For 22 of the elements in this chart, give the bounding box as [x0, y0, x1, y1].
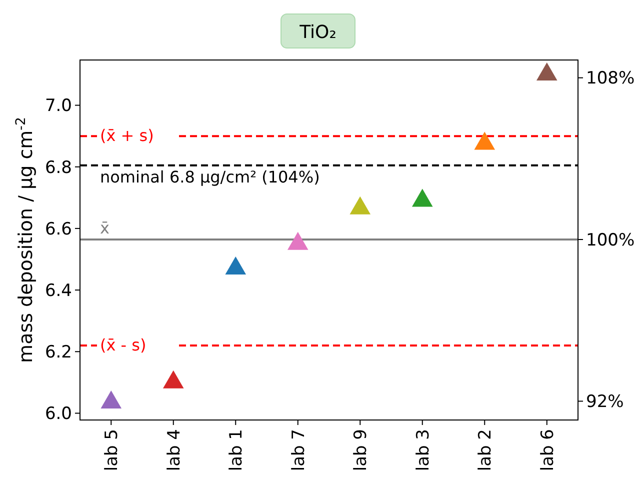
y2-tick-label: 108% [586, 68, 635, 89]
x-tick-label: lab 5 [102, 429, 122, 472]
x-tick-label: lab 2 [476, 429, 496, 472]
x-tick-label: lab 1 [226, 429, 247, 472]
x-tick-label: lab 7 [288, 429, 309, 472]
x-tick-label: lab 3 [413, 429, 434, 472]
y-tick-label: 6.8 [44, 158, 72, 178]
ref-line-label: (x̄ + s) [100, 126, 154, 146]
ref-line-label: nominal 6.8 µg/cm² (104%) [100, 167, 320, 186]
y-tick-label: 6.2 [44, 342, 72, 363]
x-tick-label: lab 4 [164, 429, 184, 472]
y-tick-label: 6.4 [44, 280, 72, 301]
y2-tick-label: 92% [586, 392, 624, 412]
y-tick-label: 7.0 [44, 96, 72, 116]
x-tick-label: lab 9 [351, 429, 372, 472]
chart-title: TiO₂ [298, 22, 336, 43]
y-tick-label: 6.6 [44, 219, 72, 240]
ref-line-label: x̄ [100, 218, 110, 238]
ref-line-label: (x̄ - s) [100, 335, 146, 354]
y-tick-label: 6.0 [44, 404, 72, 424]
x-tick-label: lab 6 [538, 429, 558, 472]
y2-tick-label: 100% [586, 230, 635, 250]
